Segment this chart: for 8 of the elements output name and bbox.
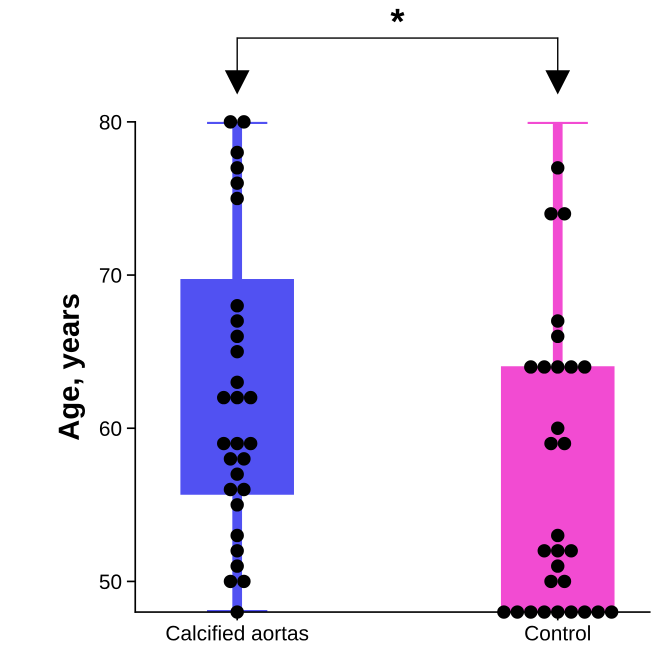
y-tick-label: 80 [100,114,122,130]
x-tick-label: Calcified aortas [166,625,308,641]
y-axis-title: Age, years [58,294,85,440]
text: * [390,8,404,22]
y-tick-label: 70 [100,268,122,283]
y-tick-label: 50 [100,574,122,590]
y-tick-label: 60 [100,421,122,436]
x-tick-label: Control [525,625,590,641]
